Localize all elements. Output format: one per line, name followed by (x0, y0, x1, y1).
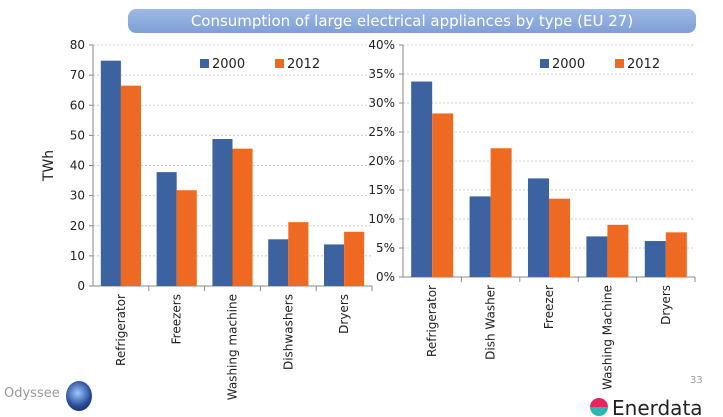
odyssee-logo-text: Odyssee (4, 386, 60, 401)
x-category-label: Washing Machine (600, 285, 614, 390)
bar-2000 (527, 178, 549, 277)
bar-2000 (156, 172, 177, 286)
y-tick-label: 0% (376, 270, 395, 284)
y-tick-label: 80 (70, 38, 85, 52)
legend-swatch (200, 59, 209, 68)
bar-2000 (586, 236, 608, 277)
x-category-label: Freezer (542, 285, 556, 329)
x-category-label: Dishwashers (281, 294, 295, 370)
x-category-label: Refrigerator (425, 285, 439, 357)
enerdata-logo-text: Enerdata (612, 396, 703, 417)
y-tick-label: 40% (368, 38, 395, 52)
y-tick-label: 15% (368, 183, 395, 197)
legend-label: 2000 (552, 57, 585, 72)
y-tick-label: 30 (70, 189, 85, 203)
y-tick-label: 20 (70, 219, 85, 233)
bar-2000 (411, 81, 433, 277)
y-axis-label: TWh (41, 150, 57, 182)
bar-2012 (120, 85, 141, 286)
x-category-label: Washing machine (226, 294, 240, 400)
odyssee-globe-icon (66, 381, 92, 411)
y-tick-label: 30% (368, 96, 395, 110)
legend-swatch (615, 59, 624, 68)
legend-label: 2012 (627, 57, 660, 72)
y-tick-label: 10 (70, 249, 85, 263)
bar-2012 (288, 222, 309, 286)
y-tick-label: 60 (70, 98, 85, 112)
enerdata-logo-icon (590, 398, 608, 416)
bar-2000 (469, 196, 491, 277)
legend-swatch (540, 59, 549, 68)
y-tick-label: 50 (70, 128, 85, 142)
y-tick-label: 70 (70, 68, 85, 82)
bar-2000 (324, 244, 345, 286)
bar-2012 (549, 198, 571, 277)
x-category-label: Dish Washer (484, 285, 498, 360)
chart-title: Consumption of large electrical applianc… (128, 9, 696, 33)
y-tick-label: 40 (70, 159, 85, 173)
bar-2000 (100, 60, 121, 286)
bar-2000 (212, 138, 233, 286)
bar-2000 (268, 239, 289, 286)
bar-2012 (176, 190, 197, 286)
legend-label: 2000 (212, 57, 245, 72)
y-tick-label: 25% (368, 125, 395, 139)
bar-2012 (232, 148, 253, 286)
x-category-label: Freezers (170, 294, 184, 344)
y-tick-label: 5% (376, 241, 395, 255)
bar-2012 (607, 224, 629, 277)
bar-2012 (344, 231, 365, 286)
y-tick-label: 0 (77, 279, 85, 293)
legend-label: 2012 (287, 57, 320, 72)
bar-2012 (432, 113, 454, 277)
x-category-label: Dryers (659, 285, 673, 325)
y-tick-label: 35% (368, 67, 395, 81)
bar-2000 (644, 241, 666, 277)
x-category-label: Refrigerator (114, 294, 128, 366)
legend-swatch (275, 59, 284, 68)
page-number: 33 (690, 375, 703, 386)
bar-2012 (665, 232, 687, 277)
bar-2012 (490, 148, 512, 277)
y-tick-label: 20% (368, 154, 395, 168)
x-category-label: Dryers (337, 294, 351, 334)
y-tick-label: 10% (368, 212, 395, 226)
